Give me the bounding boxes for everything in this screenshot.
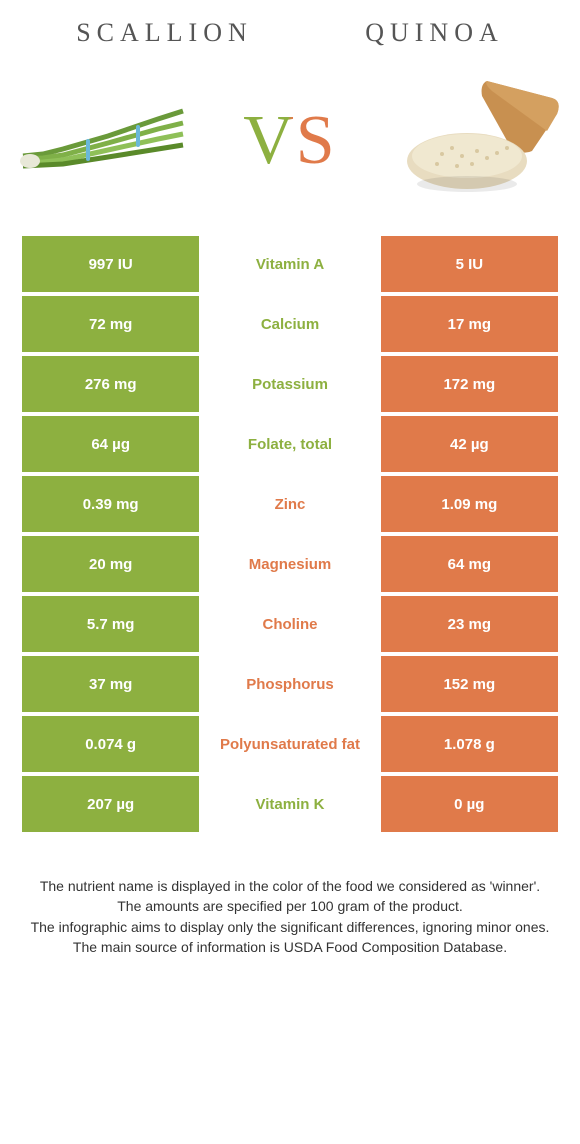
right-value: 1.09 mg xyxy=(381,476,558,532)
table-row: 37 mgPhosphorus152 mg xyxy=(22,656,558,712)
table-row: 0.39 mgZinc1.09 mg xyxy=(22,476,558,532)
nutrient-name: Polyunsaturated fat xyxy=(201,716,378,772)
table-row: 276 mgPotassium172 mg xyxy=(22,356,558,412)
table-row: 207 µgVitamin K0 µg xyxy=(22,776,558,832)
nutrient-name: Choline xyxy=(201,596,378,652)
left-value: 64 µg xyxy=(22,416,199,472)
right-value: 0 µg xyxy=(381,776,558,832)
right-value: 152 mg xyxy=(381,656,558,712)
right-value: 5 IU xyxy=(381,236,558,292)
nutrient-name: Vitamin K xyxy=(201,776,378,832)
footnote-block: The nutrient name is displayed in the co… xyxy=(30,876,550,957)
nutrient-name: Calcium xyxy=(201,296,378,352)
scallion-image xyxy=(18,76,188,206)
images-row: VS xyxy=(0,56,580,236)
quinoa-icon xyxy=(392,76,562,206)
footnote-line: The amounts are specified per 100 gram o… xyxy=(30,896,550,916)
table-row: 20 mgMagnesium64 mg xyxy=(22,536,558,592)
left-value: 0.39 mg xyxy=(22,476,199,532)
vs-label: VS xyxy=(243,101,336,181)
right-value: 17 mg xyxy=(381,296,558,352)
left-value: 72 mg xyxy=(22,296,199,352)
nutrient-name: Phosphorus xyxy=(201,656,378,712)
comparison-table: 997 IUVitamin A5 IU72 mgCalcium17 mg276 … xyxy=(22,236,558,836)
left-value: 276 mg xyxy=(22,356,199,412)
footnote-line: The infographic aims to display only the… xyxy=(30,917,550,937)
right-value: 172 mg xyxy=(381,356,558,412)
left-value: 20 mg xyxy=(22,536,199,592)
quinoa-image xyxy=(392,76,562,206)
table-row: 64 µgFolate, total42 µg xyxy=(22,416,558,472)
table-row: 72 mgCalcium17 mg xyxy=(22,296,558,352)
nutrient-name: Magnesium xyxy=(201,536,378,592)
scallion-icon xyxy=(18,101,188,181)
nutrient-name: Folate, total xyxy=(201,416,378,472)
nutrient-name: Zinc xyxy=(201,476,378,532)
left-value: 37 mg xyxy=(22,656,199,712)
left-value: 207 µg xyxy=(22,776,199,832)
right-value: 1.078 g xyxy=(381,716,558,772)
right-value: 23 mg xyxy=(381,596,558,652)
footnote-line: The nutrient name is displayed in the co… xyxy=(30,876,550,896)
nutrient-name: Vitamin A xyxy=(201,236,378,292)
left-value: 5.7 mg xyxy=(22,596,199,652)
table-row: 997 IUVitamin A5 IU xyxy=(22,236,558,292)
left-value: 0.074 g xyxy=(22,716,199,772)
right-food-title: QUINOA xyxy=(365,18,504,48)
right-value: 64 mg xyxy=(381,536,558,592)
header-row: SCALLION QUINOA xyxy=(0,0,580,56)
table-row: 0.074 gPolyunsaturated fat1.078 g xyxy=(22,716,558,772)
nutrient-name: Potassium xyxy=(201,356,378,412)
footnote-line: The main source of information is USDA F… xyxy=(30,937,550,957)
table-row: 5.7 mgCholine23 mg xyxy=(22,596,558,652)
left-value: 997 IU xyxy=(22,236,199,292)
right-value: 42 µg xyxy=(381,416,558,472)
left-food-title: SCALLION xyxy=(76,18,253,48)
